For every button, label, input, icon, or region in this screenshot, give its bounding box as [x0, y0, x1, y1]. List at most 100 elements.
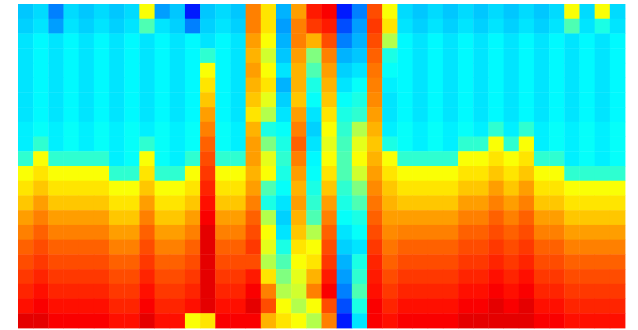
- heatmap-cell: [124, 181, 140, 196]
- heatmap-cell: [33, 78, 49, 93]
- heatmap-cell: [64, 210, 80, 225]
- heatmap-cell: [124, 137, 140, 152]
- heatmap-cell: [64, 48, 80, 63]
- heatmap-chart: [0, 0, 638, 330]
- heatmap-cell: [322, 284, 338, 299]
- heatmap-cell: [246, 4, 262, 19]
- heatmap-cell: [352, 313, 368, 328]
- heatmap-cell: [458, 313, 474, 328]
- heatmap-cell: [579, 166, 595, 181]
- heatmap-cell: [322, 78, 338, 93]
- heatmap-cell: [261, 284, 277, 299]
- heatmap-cell: [170, 78, 186, 93]
- heatmap-cell: [397, 254, 413, 269]
- heatmap-cell: [534, 225, 550, 240]
- heatmap-cell: [230, 210, 246, 225]
- heatmap-cell: [519, 210, 535, 225]
- heatmap-cell: [443, 240, 459, 255]
- heatmap-cell: [109, 48, 125, 63]
- heatmap-cell: [33, 166, 49, 181]
- heatmap-cell: [458, 269, 474, 284]
- heatmap-cell: [185, 299, 201, 314]
- heatmap-cell: [64, 33, 80, 48]
- heatmap-cell: [519, 122, 535, 137]
- heatmap-cell: [337, 313, 353, 328]
- heatmap-cell: [564, 151, 580, 166]
- heatmap-cell: [94, 166, 110, 181]
- heatmap-cell: [64, 19, 80, 34]
- heatmap-cell: [215, 284, 231, 299]
- heatmap-cell: [48, 181, 64, 196]
- heatmap-cell: [595, 240, 611, 255]
- heatmap-cell: [246, 240, 262, 255]
- heatmap-cell: [337, 63, 353, 78]
- heatmap-cell: [413, 78, 429, 93]
- heatmap-cell: [306, 151, 322, 166]
- heatmap-cell: [139, 33, 155, 48]
- heatmap-cell: [352, 107, 368, 122]
- heatmap-cell: [306, 195, 322, 210]
- heatmap-cell: [504, 225, 520, 240]
- heatmap-cell: [124, 48, 140, 63]
- heatmap-cell: [519, 181, 535, 196]
- heatmap-cell: [428, 63, 444, 78]
- heatmap-cell: [215, 92, 231, 107]
- heatmap-cell: [185, 240, 201, 255]
- heatmap-cell: [79, 195, 95, 210]
- heatmap-cell: [33, 299, 49, 314]
- heatmap-cell: [230, 78, 246, 93]
- heatmap-cell: [564, 225, 580, 240]
- heatmap-cell: [18, 63, 34, 78]
- heatmap-cell: [458, 63, 474, 78]
- heatmap-cell: [473, 181, 489, 196]
- heatmap-cell: [428, 254, 444, 269]
- heatmap-cell: [200, 269, 216, 284]
- heatmap-cell: [337, 33, 353, 48]
- heatmap-cell: [413, 19, 429, 34]
- heatmap-cell: [261, 107, 277, 122]
- heatmap-cell: [564, 4, 580, 19]
- heatmap-cell: [595, 195, 611, 210]
- heatmap-cell: [413, 254, 429, 269]
- heatmap-cell: [139, 19, 155, 34]
- heatmap-cell: [64, 137, 80, 152]
- heatmap-cell: [276, 107, 292, 122]
- heatmap-cell: [595, 225, 611, 240]
- heatmap-cell: [397, 299, 413, 314]
- heatmap-cell: [382, 225, 398, 240]
- heatmap-cell: [367, 122, 383, 137]
- heatmap-cell: [322, 254, 338, 269]
- heatmap-cell: [276, 151, 292, 166]
- heatmap-cell: [337, 254, 353, 269]
- heatmap-cell: [33, 33, 49, 48]
- heatmap-cell: [504, 151, 520, 166]
- heatmap-cell: [79, 269, 95, 284]
- heatmap-cell: [185, 166, 201, 181]
- heatmap-cell: [352, 269, 368, 284]
- heatmap-cell: [473, 166, 489, 181]
- heatmap-cell: [291, 63, 307, 78]
- heatmap-cell: [246, 92, 262, 107]
- heatmap-cell: [200, 225, 216, 240]
- heatmap-cell: [185, 269, 201, 284]
- heatmap-cell: [382, 195, 398, 210]
- heatmap-cell: [534, 299, 550, 314]
- heatmap-cell: [276, 122, 292, 137]
- heatmap-cell: [534, 107, 550, 122]
- heatmap-cell: [185, 137, 201, 152]
- heatmap-cell: [337, 225, 353, 240]
- heatmap-cell: [443, 63, 459, 78]
- heatmap-cell: [261, 92, 277, 107]
- heatmap-cell: [139, 122, 155, 137]
- heatmap-cell: [170, 284, 186, 299]
- heatmap-cell: [139, 92, 155, 107]
- heatmap-cell: [413, 166, 429, 181]
- heatmap-cell: [185, 92, 201, 107]
- heatmap-cell: [230, 33, 246, 48]
- heatmap-cell: [109, 33, 125, 48]
- heatmap-cell: [458, 151, 474, 166]
- heatmap-cell: [215, 33, 231, 48]
- heatmap-cell: [18, 107, 34, 122]
- heatmap-cell: [139, 48, 155, 63]
- heatmap-cell: [504, 63, 520, 78]
